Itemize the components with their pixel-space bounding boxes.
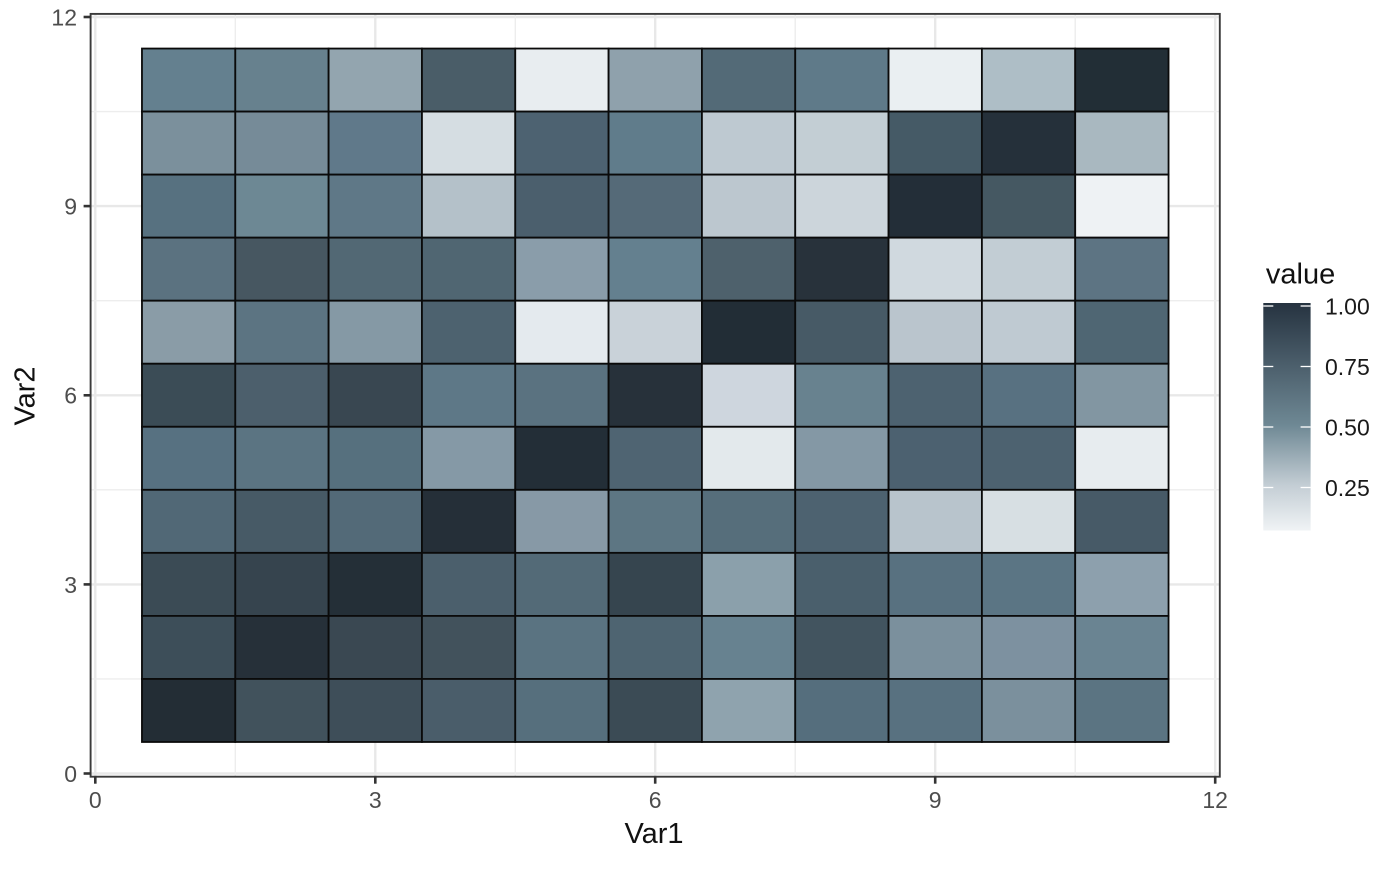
svg-text:Var2: Var2: [10, 366, 42, 425]
svg-text:9: 9: [64, 194, 77, 220]
svg-text:0: 0: [89, 787, 102, 813]
svg-text:0: 0: [64, 761, 77, 787]
svg-text:0.50: 0.50: [1325, 414, 1370, 440]
svg-text:Var1: Var1: [624, 818, 683, 850]
svg-text:1.00: 1.00: [1325, 293, 1370, 319]
svg-text:value: value: [1266, 258, 1335, 290]
svg-text:3: 3: [369, 787, 382, 813]
svg-text:12: 12: [1202, 787, 1228, 813]
svg-text:12: 12: [51, 4, 77, 30]
svg-text:3: 3: [64, 572, 77, 598]
svg-text:9: 9: [929, 787, 942, 813]
svg-text:0.25: 0.25: [1325, 475, 1370, 501]
svg-text:6: 6: [649, 787, 662, 813]
svg-text:6: 6: [64, 383, 77, 409]
svg-text:0.75: 0.75: [1325, 354, 1370, 380]
